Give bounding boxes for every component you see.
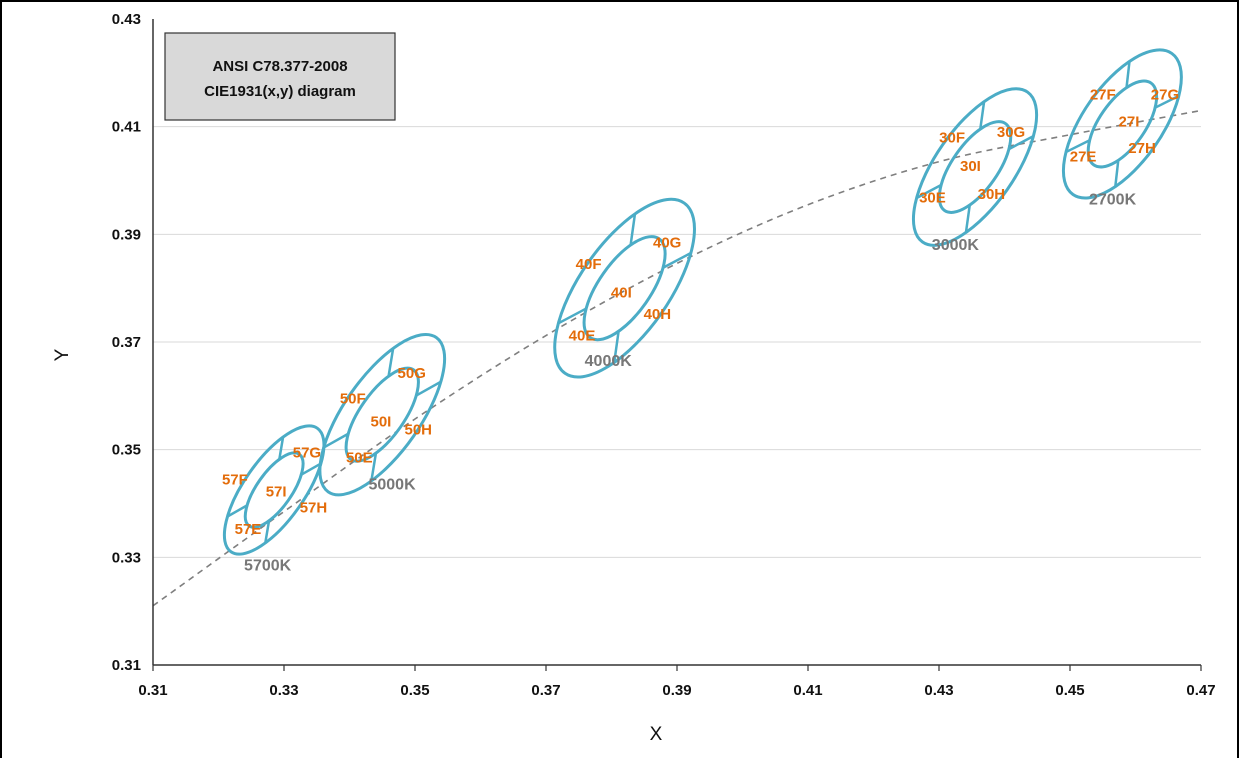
bin-label-50I: 50I bbox=[371, 414, 392, 431]
y-axis-title: Y bbox=[52, 348, 73, 361]
y-tick-label: 0.35 bbox=[112, 442, 141, 459]
y-tick-label: 0.39 bbox=[112, 226, 141, 243]
x-tick-label: 0.47 bbox=[1186, 682, 1215, 699]
inner-ellipse bbox=[344, 366, 420, 463]
blackbody-locus-layer bbox=[152, 109, 1202, 607]
bin-label-27I: 27I bbox=[1119, 113, 1140, 130]
bin-label-57E: 57E bbox=[235, 521, 262, 538]
inner-ellipse bbox=[243, 451, 305, 529]
bin-divider bbox=[557, 307, 587, 325]
y-tick-label: 0.41 bbox=[112, 119, 141, 136]
cct-label-2700K: 2700K bbox=[1089, 191, 1137, 208]
bin-label-27G: 27G bbox=[1151, 86, 1179, 103]
quadrangles-layer: 57F 57G 57I 57H 57E 5700K 50F 50G 50I 50H 50E 5000K… bbox=[222, 48, 1183, 574]
outer-ellipse bbox=[553, 197, 696, 379]
bin-divider bbox=[613, 331, 620, 363]
inner-ellipse bbox=[937, 120, 1013, 214]
inner-ellipse bbox=[1086, 79, 1159, 169]
bin-label-50G: 50G bbox=[398, 365, 426, 382]
cct-label-4000K: 4000K bbox=[585, 353, 633, 370]
legend-line-2: CIE1931(x,y) diagram bbox=[204, 83, 356, 100]
bin-divider bbox=[629, 213, 637, 246]
y-tick-label: 0.33 bbox=[112, 549, 141, 566]
bin-label-57G: 57G bbox=[293, 444, 321, 461]
grid-lines bbox=[153, 126, 1201, 558]
bin-label-40H: 40H bbox=[644, 306, 672, 323]
quadrangle-5700K bbox=[222, 424, 326, 556]
bin-label-50F: 50F bbox=[340, 391, 366, 408]
bin-divider bbox=[300, 462, 322, 476]
bin-divider bbox=[1065, 139, 1091, 154]
quadrangle-4000K bbox=[553, 197, 696, 379]
x-tick-label: 0.39 bbox=[662, 682, 691, 699]
axes: 0.31 0.33 0.35 0.37 0.39 0.41 0.43 0.31 0.33 0.35… bbox=[112, 11, 1216, 699]
legend-box: ANSI C78.377-2008 CIE1931(x,y) diagram bbox=[164, 32, 396, 121]
bin-label-57H: 57H bbox=[300, 499, 328, 516]
bin-label-40E: 40E bbox=[569, 328, 596, 345]
x-tick-label: 0.31 bbox=[138, 682, 167, 699]
bin-label-27E: 27E bbox=[1070, 148, 1097, 165]
bin-label-30H: 30H bbox=[978, 186, 1006, 203]
x-tick-label: 0.41 bbox=[793, 682, 822, 699]
outer-ellipse bbox=[222, 424, 326, 556]
legend-box-rect bbox=[164, 32, 396, 121]
bin-label-50E: 50E bbox=[346, 450, 373, 467]
cct-label-5700K: 5700K bbox=[244, 557, 292, 574]
x-tick-label: 0.37 bbox=[531, 682, 560, 699]
bin-label-40I: 40I bbox=[611, 284, 632, 301]
x-tick-label: 0.35 bbox=[400, 682, 429, 699]
cct-label-3000K: 3000K bbox=[932, 237, 980, 254]
bin-divider bbox=[387, 348, 395, 377]
legend-line-1: ANSI C78.377-2008 bbox=[212, 58, 347, 75]
bin-divider bbox=[1008, 135, 1035, 151]
bin-label-30I: 30I bbox=[960, 158, 981, 175]
bin-label-30F: 30F bbox=[939, 129, 965, 146]
bin-label-57I: 57I bbox=[266, 484, 287, 501]
outer-ellipse bbox=[318, 332, 447, 497]
quadrangle-3000K bbox=[911, 87, 1039, 247]
outer-ellipse bbox=[1061, 48, 1183, 200]
outer-ellipse bbox=[911, 87, 1039, 247]
x-tick-label: 0.33 bbox=[269, 682, 298, 699]
quadrangle-2700K bbox=[1061, 48, 1183, 200]
bin-label-50H: 50H bbox=[405, 422, 433, 439]
bin-divider bbox=[264, 520, 271, 544]
bin-divider bbox=[226, 504, 248, 518]
bin-label-30G: 30G bbox=[997, 124, 1025, 141]
bin-divider bbox=[964, 204, 971, 233]
bin-divider bbox=[323, 432, 349, 449]
bin-label-40F: 40F bbox=[576, 256, 602, 273]
x-tick-label: 0.43 bbox=[924, 682, 953, 699]
y-tick-label: 0.43 bbox=[112, 11, 141, 28]
bin-divider bbox=[370, 452, 378, 482]
bin-label-40G: 40G bbox=[653, 234, 681, 251]
bin-divider bbox=[1125, 61, 1131, 88]
cct-label-5000K: 5000K bbox=[368, 477, 416, 494]
bin-label-57F: 57F bbox=[222, 471, 248, 488]
blackbody-locus bbox=[152, 109, 1202, 607]
bin-divider bbox=[916, 183, 942, 200]
inner-ellipse bbox=[582, 235, 667, 342]
quadrangle-5000K bbox=[318, 332, 447, 497]
bin-divider bbox=[415, 380, 442, 397]
bin-divider bbox=[979, 101, 986, 130]
bin-divider bbox=[662, 251, 692, 269]
bin-divider bbox=[278, 436, 285, 460]
bin-divider bbox=[1114, 160, 1120, 187]
bin-label-30E: 30E bbox=[919, 190, 946, 207]
y-tick-label: 0.37 bbox=[112, 334, 141, 351]
bin-label-27F: 27F bbox=[1090, 86, 1116, 103]
bin-label-27H: 27H bbox=[1128, 140, 1156, 157]
x-tick-label: 0.45 bbox=[1055, 682, 1084, 699]
bin-divider bbox=[1154, 94, 1180, 109]
x-axis-title: X bbox=[650, 724, 663, 745]
y-tick-label: 0.31 bbox=[112, 657, 141, 674]
